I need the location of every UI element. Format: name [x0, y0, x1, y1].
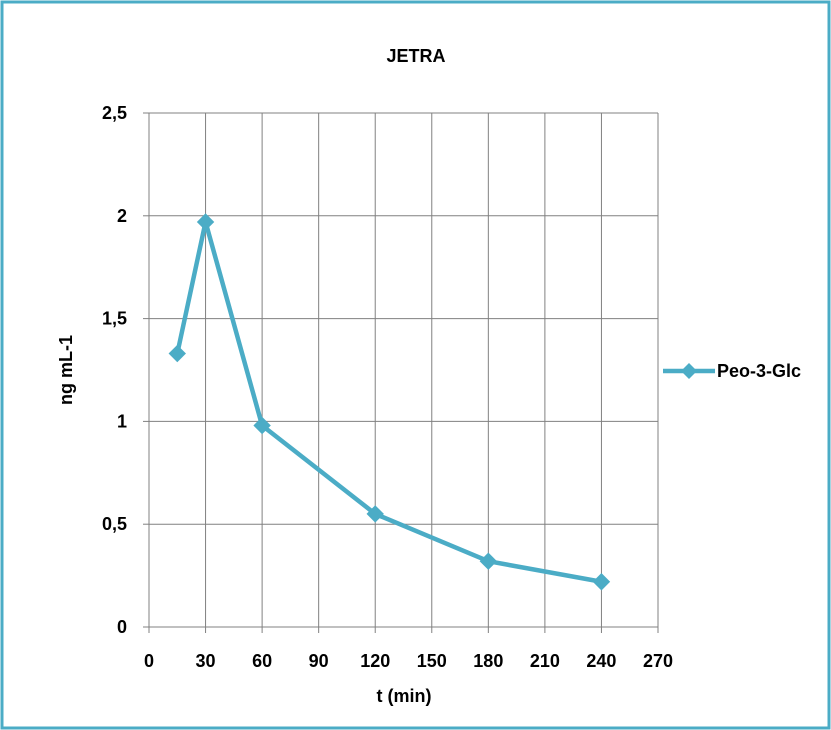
axes: [143, 112, 659, 633]
x-tick-labels: 0 30 60 90 120 150 180 210 240 270: [144, 651, 673, 671]
data-point[interactable]: [253, 416, 271, 435]
x-tick-label: 30: [196, 651, 216, 671]
data-point[interactable]: [366, 505, 384, 523]
x-tick-label: 90: [309, 651, 329, 671]
x-tick-label: 240: [586, 651, 616, 671]
y-tick-label: 0: [117, 617, 127, 637]
legend-marker: [681, 363, 697, 379]
x-tick-label: 270: [643, 651, 673, 671]
x-axis-label: t (min): [377, 686, 432, 706]
series-layer: [168, 213, 611, 591]
chart-title: JETRA: [386, 46, 445, 66]
legend-label: Peo-3-Glc: [717, 361, 801, 381]
series-line: [175, 219, 602, 584]
x-tick-label: 180: [473, 651, 503, 671]
y-tick-label: 2: [117, 206, 127, 226]
y-tick-label: 1: [117, 411, 127, 431]
x-tick-label: 60: [252, 651, 272, 671]
data-point[interactable]: [196, 213, 215, 231]
y-axis-label: ng mL-1: [56, 335, 76, 405]
x-tick-label: 150: [417, 651, 447, 671]
data-point[interactable]: [168, 344, 186, 363]
data-point[interactable]: [479, 552, 498, 570]
y-tick-labels: 0 0,5 1 1,5 2 2,5: [102, 103, 127, 637]
y-tick-label: 0,5: [102, 514, 127, 534]
x-tick-label: 0: [144, 651, 154, 671]
x-tick-label: 210: [530, 651, 560, 671]
y-tick-label: 2,5: [102, 103, 127, 123]
legend[interactable]: Peo-3-Glc: [663, 361, 801, 381]
data-point[interactable]: [592, 573, 611, 591]
x-tick-label: 120: [360, 651, 390, 671]
y-tick-label: 1,5: [102, 309, 127, 329]
